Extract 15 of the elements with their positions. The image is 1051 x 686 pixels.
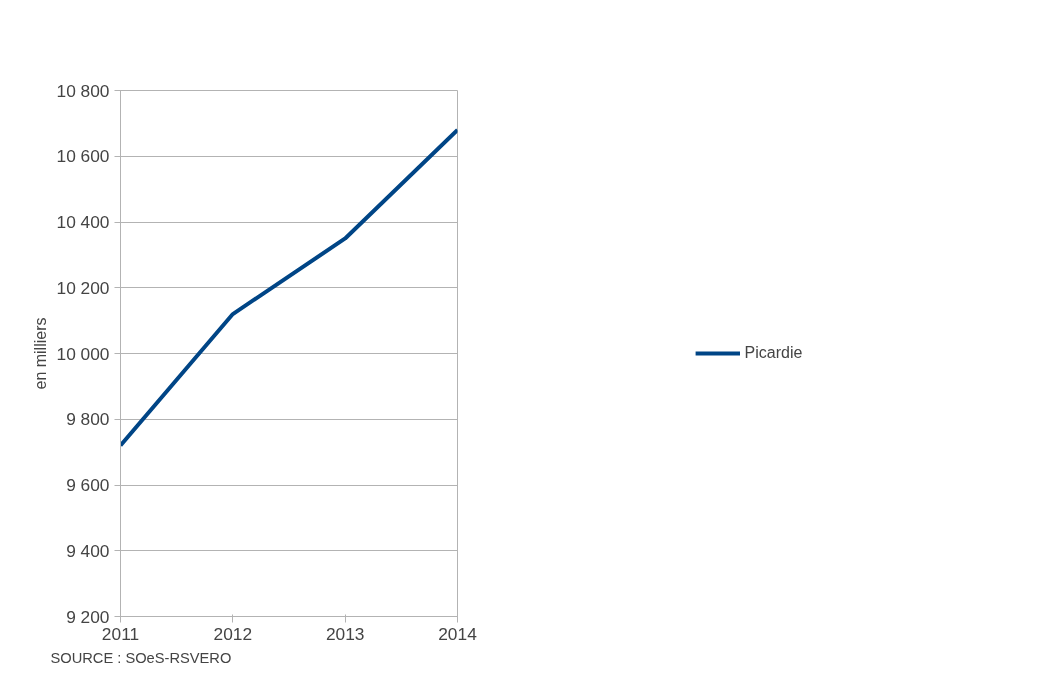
y-axis-title: en milliers xyxy=(31,317,49,390)
y-tick-label: 9 800 xyxy=(66,409,110,430)
y-tick-label: 10 000 xyxy=(56,343,110,364)
x-tick-label: 2013 xyxy=(325,623,365,644)
source-note: SOURCE : SOeS-RSVERO xyxy=(50,649,232,666)
y-tick-label: 9 400 xyxy=(66,540,110,561)
y-tick-label: 10 800 xyxy=(56,80,110,101)
y-tick-label: 10 200 xyxy=(56,277,110,298)
x-tick-label: 2014 xyxy=(438,623,478,644)
y-tick-label: 9 600 xyxy=(66,475,110,495)
x-tick-label: 2012 xyxy=(213,623,253,644)
y-tick-label: 10 400 xyxy=(56,212,110,232)
y-tick-label: 10 600 xyxy=(56,146,110,167)
line-series xyxy=(120,127,458,448)
legend-label: Picardie xyxy=(744,344,803,362)
